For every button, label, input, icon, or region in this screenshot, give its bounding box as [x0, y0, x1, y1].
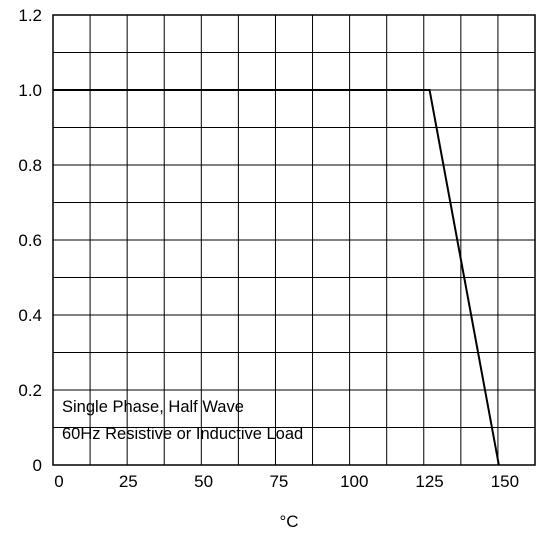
y-tick-label: 1.0 — [18, 81, 42, 100]
x-tick-label: 150 — [491, 472, 519, 491]
y-tick-label: 0.4 — [18, 306, 42, 325]
annotation-line-1: Single Phase, Half Wave — [62, 398, 244, 416]
y-tick-label: 0 — [33, 456, 42, 475]
y-tick-label: 0.8 — [18, 156, 42, 175]
x-tick-label: 50 — [194, 472, 213, 491]
x-tick-label: 100 — [340, 472, 368, 491]
x-tick-label: 0 — [54, 472, 63, 491]
series-layer — [53, 89, 500, 466]
x-tick-labels: 0 25 50 75 100 125 150 — [54, 472, 519, 491]
y-tick-labels: 0 0.2 0.4 0.6 0.8 1.0 1.2 — [18, 6, 42, 475]
x-tick-label: 25 — [119, 472, 138, 491]
y-tick-label: 0.6 — [18, 231, 42, 250]
x-tick-label: 75 — [269, 472, 288, 491]
series-line-0 — [53, 89, 500, 466]
x-tick-label: 125 — [415, 472, 443, 491]
plot-frame — [52, 14, 536, 466]
y-tick-label: 1.2 — [18, 6, 42, 25]
y-tick-label: 0.2 — [18, 381, 42, 400]
x-axis-title: °C — [279, 512, 298, 531]
annotation-line-2: 60Hz Resistive or Inductive Load — [62, 425, 303, 443]
